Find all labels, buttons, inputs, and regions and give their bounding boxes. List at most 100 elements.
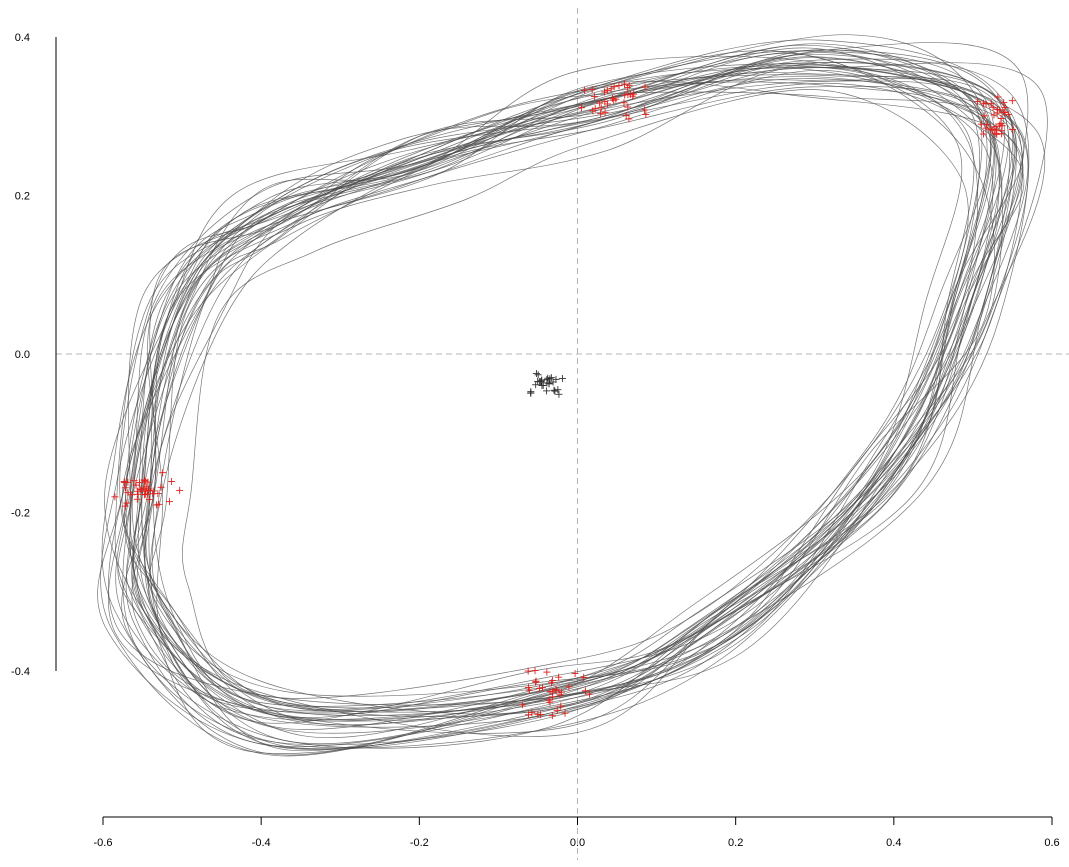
cluster-2-point <box>992 123 1000 131</box>
x-tick-label: 0.4 <box>886 837 901 849</box>
trajectory-line <box>100 42 1029 757</box>
cluster-1-point <box>590 92 598 100</box>
cluster-5-point <box>534 371 542 379</box>
cluster-5-point <box>532 381 540 389</box>
cluster-5-point <box>558 375 566 383</box>
trajectory-line <box>132 55 1029 718</box>
cluster-3-point <box>532 677 540 685</box>
cluster-4-point <box>176 486 184 494</box>
cluster-3-point <box>545 696 553 704</box>
cluster-4-point <box>168 477 176 485</box>
cluster-2-point <box>1001 109 1009 117</box>
cluster-5-point <box>545 380 553 388</box>
cluster-5-point <box>536 378 544 386</box>
trajectory-line <box>125 39 1015 754</box>
cluster-4-point <box>128 491 136 499</box>
cluster-1-point <box>641 83 649 91</box>
trajectory-line <box>121 43 992 726</box>
x-tick-label: -0.6 <box>94 837 113 849</box>
cluster-1-point <box>620 99 628 107</box>
cluster-3-point <box>553 706 561 714</box>
cluster-2-point <box>979 130 987 138</box>
cluster-2-point <box>982 100 990 108</box>
cluster-2-point <box>977 120 985 128</box>
trajectory-line <box>121 79 993 749</box>
cluster-1-point <box>615 82 623 90</box>
cluster-5-point <box>543 376 551 384</box>
cluster-1-point <box>596 99 604 107</box>
reference-lines <box>56 8 1069 860</box>
cluster-2-point <box>1000 108 1008 116</box>
trajectory-line <box>107 61 1017 715</box>
cluster-1-point <box>622 112 630 120</box>
cluster-2-point <box>993 109 1001 117</box>
cluster-1-point <box>603 100 611 108</box>
cluster-3-point <box>552 686 560 694</box>
cluster-1-point <box>641 106 649 114</box>
cluster-2-point <box>989 103 997 111</box>
cluster-1-point <box>612 95 620 103</box>
cluster-2-point <box>992 129 1000 137</box>
cluster-5-point <box>544 374 552 382</box>
cluster-4-point <box>143 490 151 498</box>
cluster-4-point <box>124 478 132 486</box>
cluster-3-point <box>538 684 546 692</box>
trajectory-line <box>144 66 975 726</box>
cluster-4-point <box>149 487 157 495</box>
cluster-4-point <box>159 469 167 477</box>
cluster-2-point <box>980 112 988 120</box>
cluster-1-point <box>621 80 629 88</box>
x-axis: -0.6 -0.4 -0.2 0.0 0.2 0.4 0.6 <box>94 816 1060 849</box>
cluster-5-point <box>527 389 535 397</box>
x-tick-label: 0.2 <box>728 837 743 849</box>
trajectory-line <box>108 49 988 706</box>
y-tick-label: 0.0 <box>15 349 30 361</box>
cluster-3-point <box>571 670 579 678</box>
cluster-2-point <box>982 124 990 132</box>
cluster-3-point <box>531 667 539 675</box>
trajectory-line <box>148 57 1025 745</box>
cluster-3-point <box>561 709 569 717</box>
cluster-1-point <box>609 94 617 102</box>
cluster-2-point <box>1004 110 1012 118</box>
trajectory-line <box>122 63 1029 749</box>
cluster-5-point <box>538 376 546 384</box>
cluster-4-point <box>145 485 153 493</box>
trajectory-line <box>150 85 995 721</box>
cluster-2-point <box>1000 99 1008 107</box>
trajectory-line <box>141 64 1018 715</box>
cluster-4-point <box>132 481 140 489</box>
trajectory-line <box>141 82 994 750</box>
cluster-2-point <box>998 127 1006 135</box>
cluster-1-point <box>578 104 586 112</box>
trajectory-line <box>131 53 995 739</box>
cluster-3-point <box>525 686 533 694</box>
cluster-4-point <box>140 484 148 492</box>
cluster-4-point <box>111 493 119 501</box>
trajectory-line <box>131 91 1016 709</box>
cluster-4-point <box>130 477 138 485</box>
trajectory-line <box>114 65 1014 728</box>
trajectory-line <box>131 58 1030 734</box>
trajectory-line <box>143 81 997 697</box>
cluster-2-point <box>990 125 998 133</box>
trajectory-line <box>97 34 1003 749</box>
cluster-2-point <box>974 98 982 106</box>
cluster-1-point <box>597 110 605 118</box>
cluster-1-point <box>621 91 629 99</box>
cluster-1-point <box>607 85 615 93</box>
trajectory-line <box>129 50 1025 737</box>
cluster-3-point <box>534 710 542 718</box>
trajectory-line <box>129 62 1023 716</box>
x-tick-label: 0.6 <box>1044 837 1059 849</box>
trajectory-line <box>101 62 1046 756</box>
cluster-2-point <box>998 122 1006 130</box>
y-tick-label: -0.2 <box>11 508 30 520</box>
cluster-2-point <box>997 114 1005 122</box>
trajectory-line <box>137 67 1024 730</box>
trajectory-line <box>147 47 1003 722</box>
trajectory-line <box>148 72 1009 713</box>
cluster-3-point <box>524 667 532 675</box>
cluster-4-point <box>133 487 141 495</box>
trajectory-line <box>115 62 1048 734</box>
